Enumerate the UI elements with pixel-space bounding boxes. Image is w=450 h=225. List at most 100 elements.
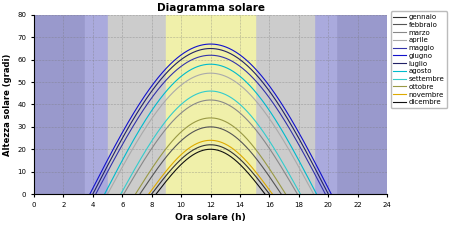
febbraio [190,131,195,133]
agosto [207,63,213,65]
marzo [121,193,126,195]
settembre [212,90,217,93]
novembre [191,144,196,147]
novembre [167,165,173,168]
marzo [186,106,191,109]
Line: gennaio: gennaio [152,145,270,194]
gennaio [237,158,243,160]
dicembre [210,148,216,151]
Legend: gennaio, febbraio, marzo, aprile, maggio, giugno, luglio, agosto, settembre, ott: gennaio, febbraio, marzo, aprile, maggio… [391,11,447,108]
aprile [179,83,184,86]
febbraio [243,145,248,148]
novembre [208,139,213,142]
giugno [268,86,274,89]
aprile [259,107,265,110]
giugno [174,57,180,60]
novembre [146,193,152,195]
agosto [239,76,244,79]
Line: giugno: giugno [90,44,331,194]
febbraio [211,126,216,128]
Bar [86,15,336,194]
aprile [207,72,213,74]
agosto [314,193,319,195]
febbraio [162,158,167,161]
luglio [175,61,180,64]
aprile [140,130,146,133]
marzo [251,126,256,129]
maggio [179,65,184,68]
maggio [133,121,138,124]
maggio [323,193,328,195]
maggio [207,54,213,57]
aprile [212,72,217,75]
gennaio [149,193,154,195]
Line: ottobre: ottobre [135,118,286,194]
dicembre [224,153,230,155]
febbraio [208,126,213,128]
Bar [166,15,255,194]
novembre [270,193,275,195]
Line: agosto: agosto [104,64,316,194]
dicembre [172,170,178,172]
Line: maggio: maggio [96,55,325,194]
ottobre [159,153,164,156]
maggio [242,68,247,71]
marzo [208,99,213,101]
novembre [238,155,244,157]
giugno [207,43,213,45]
maggio [176,67,181,70]
dicembre [235,161,240,164]
agosto [261,101,266,104]
novembre [226,145,231,147]
marzo [211,99,216,101]
aprile [311,193,316,195]
gennaio [267,193,272,195]
Line: febbraio: febbraio [140,127,281,194]
ottobre [187,124,192,126]
agosto [178,75,184,78]
novembre [192,143,198,146]
giugno [212,43,218,46]
giugno [328,193,334,195]
maggio [93,193,99,195]
ottobre [230,125,235,127]
luglio [243,63,248,65]
maggio [265,94,270,97]
giugno [177,54,183,57]
gennaio [191,148,197,151]
ottobre [189,123,194,125]
dicembre [194,151,199,154]
gennaio [193,147,198,150]
giugno [243,58,249,61]
marzo [295,193,300,195]
febbraio [137,193,143,195]
gennaio [225,148,230,151]
gennaio [169,167,175,170]
agosto [181,73,186,76]
luglio [266,90,272,92]
maggio [212,54,218,57]
novembre [210,139,216,142]
agosto [212,63,217,66]
ottobre [211,117,216,119]
dicembre [193,152,198,155]
febbraio [229,133,234,135]
ottobre [283,193,288,195]
aprile [238,85,243,87]
luglio [90,193,95,195]
dicembre [262,193,268,195]
gennaio [210,144,216,146]
agosto [102,193,107,195]
aprile [182,81,187,84]
Y-axis label: Altezza solare (gradi): Altezza solare (gradi) [3,53,12,156]
luglio [178,59,183,61]
Line: settembre: settembre [121,91,300,194]
febbraio [188,132,194,135]
marzo [151,144,156,147]
settembre [183,99,188,102]
luglio [207,47,213,50]
giugno [87,193,93,195]
X-axis label: Ora solare (h): Ora solare (h) [175,213,246,222]
luglio [326,193,331,195]
Title: Diagramma solare: Diagramma solare [157,3,265,13]
